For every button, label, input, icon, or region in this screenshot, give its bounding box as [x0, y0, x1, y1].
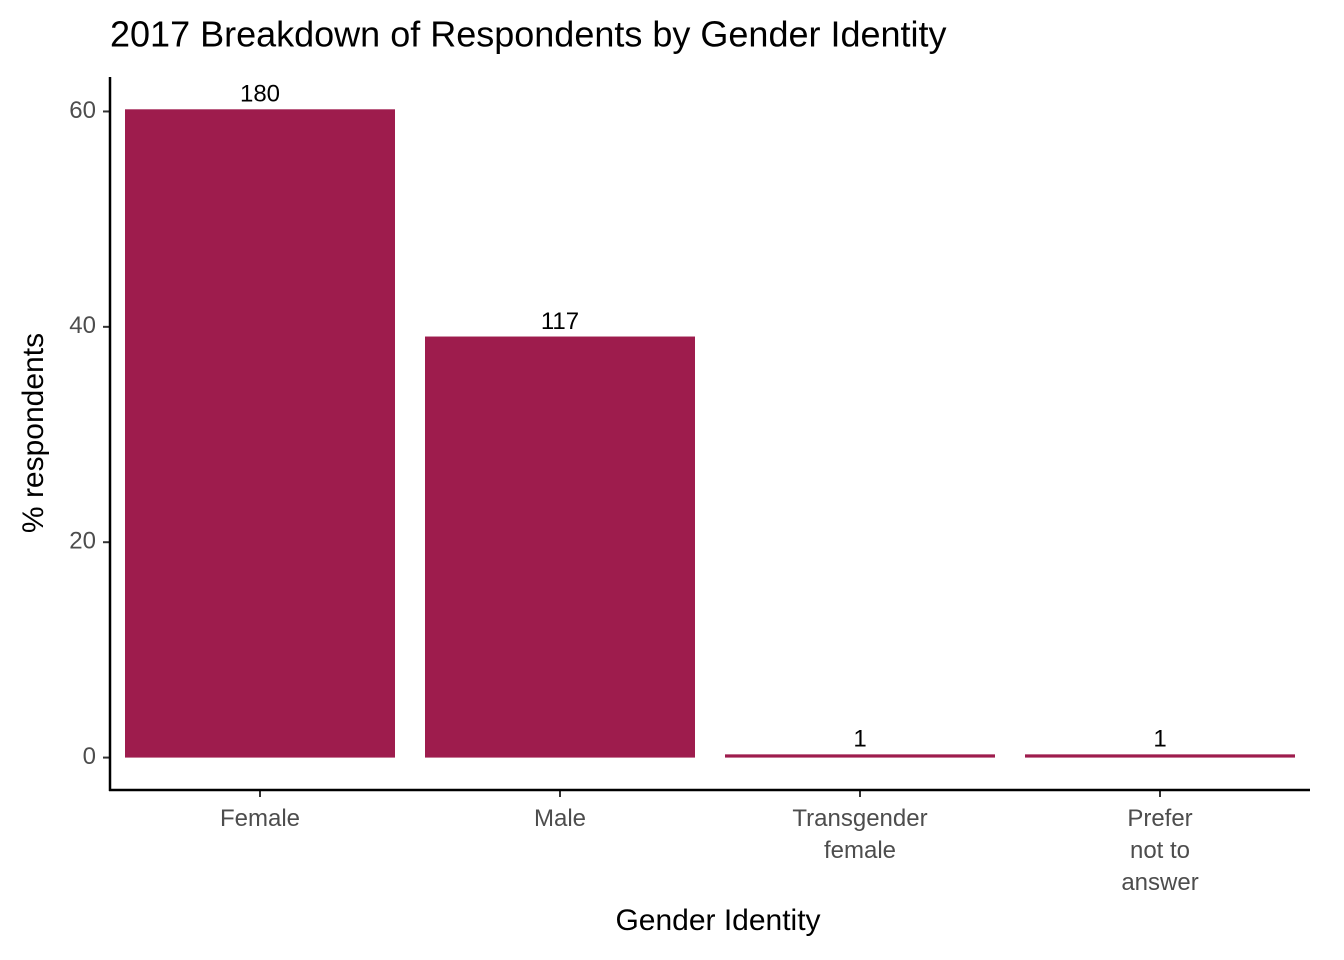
- x-tick-label: Prefer not to answer: [1121, 805, 1198, 896]
- value-label: 1: [1153, 726, 1166, 753]
- chart-title: 2017 Breakdown of Respondents by Gender …: [110, 14, 947, 55]
- value-label: 1: [853, 726, 866, 753]
- y-tick-label: 60: [69, 97, 96, 124]
- bar: [425, 336, 695, 758]
- bar: [125, 109, 395, 758]
- y-tick-label: 0: [83, 743, 96, 770]
- value-label: 117: [541, 308, 579, 335]
- x-tick-label: Male: [534, 805, 586, 832]
- y-tick-label: 20: [69, 528, 96, 555]
- y-tick-label: 40: [69, 312, 96, 339]
- value-label: 180: [240, 81, 280, 108]
- bar: [725, 754, 995, 758]
- y-axis-title: % respondents: [17, 333, 50, 533]
- bar: [1025, 754, 1295, 758]
- x-tick-label: Female: [220, 805, 300, 832]
- x-tick-label: Transgender female: [792, 805, 927, 864]
- x-axis-title: Gender Identity: [615, 904, 820, 937]
